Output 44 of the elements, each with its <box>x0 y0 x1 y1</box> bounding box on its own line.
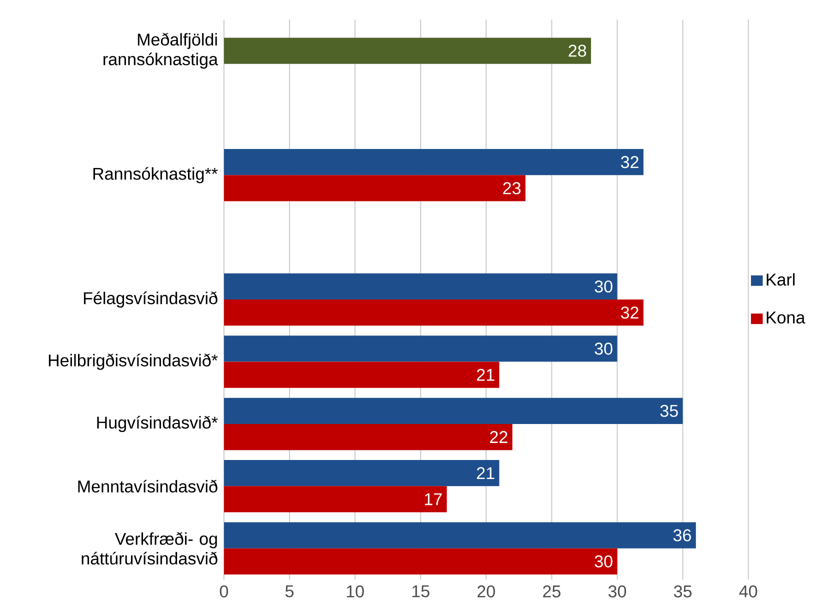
y-tick-label: Heilbrigðisvísindasvið* <box>48 354 218 370</box>
data-label: 36 <box>673 529 691 542</box>
bar <box>224 274 618 300</box>
bar <box>224 522 696 548</box>
y-tick-label: Verkfræði- og náttúruvísindasvið <box>82 532 218 565</box>
bar <box>224 362 500 388</box>
data-label: 23 <box>503 182 521 194</box>
legend-label: Karl <box>766 273 795 286</box>
x-tick-label: 30 <box>608 585 626 598</box>
bar <box>224 336 618 362</box>
data-label: 21 <box>476 368 494 381</box>
legend-label: Kona <box>766 312 806 324</box>
bar <box>224 149 644 176</box>
data-label: 21 <box>476 467 494 480</box>
data-label: 30 <box>594 555 612 568</box>
data-label: 35 <box>660 404 678 417</box>
y-tick-label: Félagsvísindasvið <box>84 292 218 308</box>
x-tick-label: 5 <box>285 585 294 598</box>
bar <box>224 460 500 486</box>
x-tick-label: 15 <box>412 585 430 598</box>
y-tick-label: Rannsóknastig** <box>93 167 218 184</box>
x-tick-label: 10 <box>346 585 364 598</box>
data-label: 28 <box>568 44 586 57</box>
data-label: 30 <box>594 342 612 355</box>
data-label: 17 <box>424 493 442 506</box>
y-tick-label: Menntavísindasvið <box>78 480 218 493</box>
bar <box>224 424 512 450</box>
bar <box>224 486 447 512</box>
data-label: 22 <box>490 431 508 444</box>
bar <box>224 548 618 575</box>
data-label: 30 <box>594 280 612 293</box>
data-label: 32 <box>620 156 638 168</box>
data-label: 32 <box>620 306 638 319</box>
bar <box>224 398 683 424</box>
x-tick-label: 35 <box>674 585 692 598</box>
x-tick-label: 0 <box>220 585 228 598</box>
bar <box>224 38 592 64</box>
y-tick-label: Hugvísindasvið* <box>97 416 218 432</box>
y-tick-label: Meðalfjöldi rannsóknastiga <box>104 32 218 69</box>
bar <box>224 300 644 326</box>
x-tick-label: 40 <box>739 585 758 598</box>
x-tick-label: 20 <box>478 585 495 598</box>
bar <box>224 175 526 202</box>
x-tick-label: 25 <box>543 585 560 598</box>
